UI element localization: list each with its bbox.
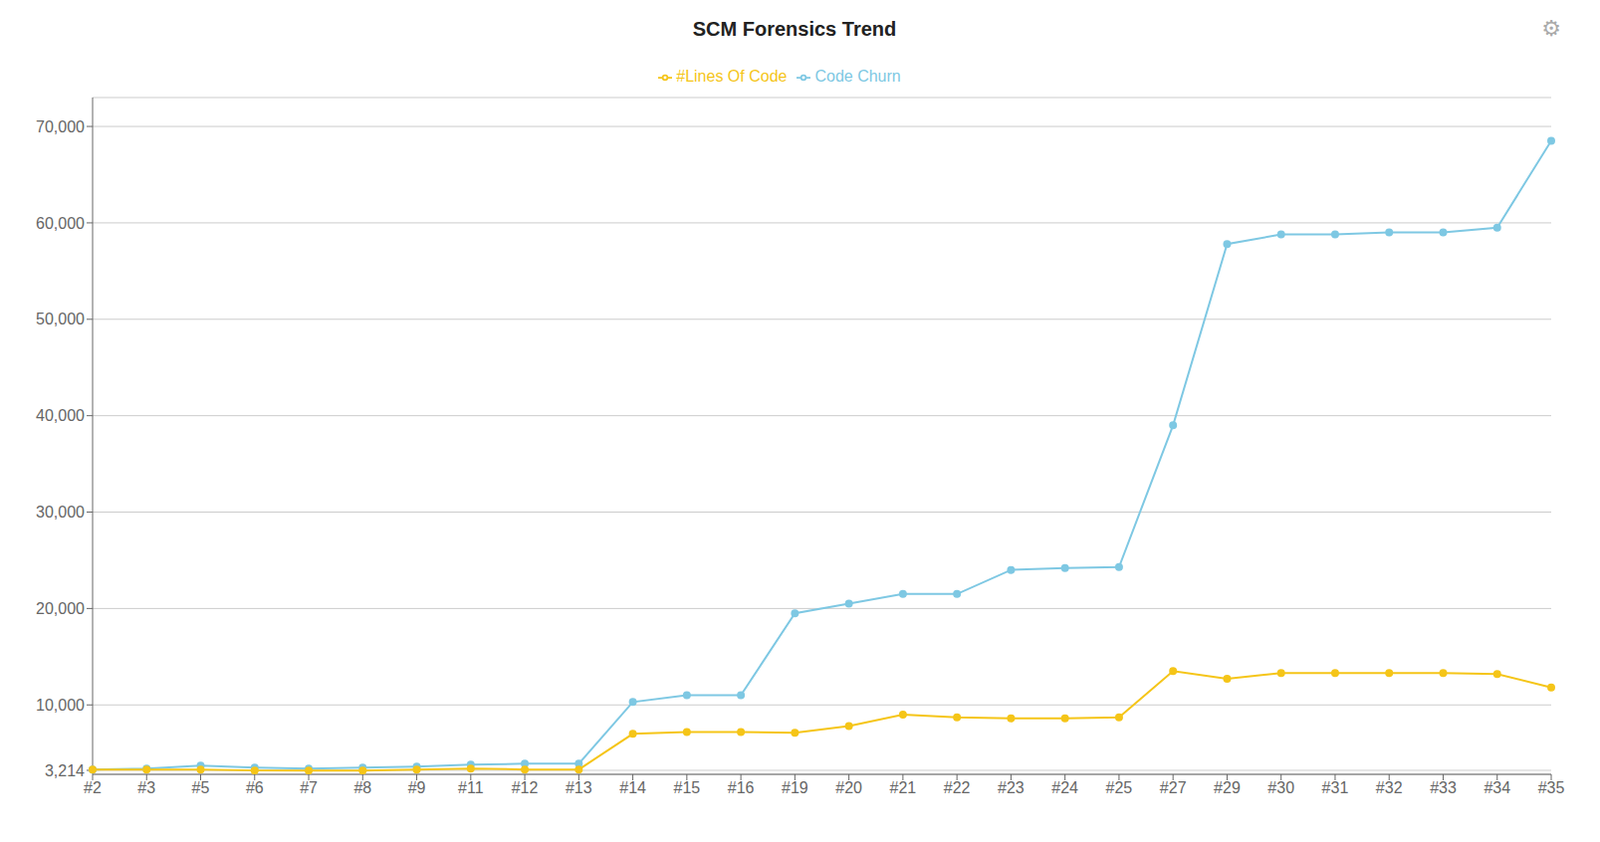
svg-text:#14: #14 — [619, 779, 647, 797]
svg-text:3,214: 3,214 — [44, 762, 85, 780]
svg-text:#24: #24 — [1051, 779, 1079, 797]
svg-text:#32: #32 — [1375, 779, 1403, 797]
svg-text:#35: #35 — [1538, 779, 1566, 797]
html-text:#Lines Of Code: #Lines Of Code — [676, 67, 788, 85]
svg-text:10,000: 10,000 — [35, 696, 85, 714]
svg-text:#9: #9 — [408, 779, 427, 797]
svg-text:70,000: 70,000 — [35, 118, 85, 136]
svg-text:#31: #31 — [1322, 779, 1350, 797]
svg-text:#8: #8 — [353, 779, 372, 797]
svg-text:#30: #30 — [1267, 779, 1295, 797]
svg-text:#11: #11 — [457, 779, 484, 797]
svg-text:#5: #5 — [192, 779, 211, 797]
svg-text:30,000: 30,000 — [35, 503, 85, 521]
svg-text:20,000: 20,000 — [35, 600, 85, 618]
svg-text:#29: #29 — [1213, 779, 1241, 797]
svg-text:#25: #25 — [1106, 779, 1134, 797]
svg-text:#2: #2 — [83, 779, 102, 797]
svg-text:#33: #33 — [1429, 779, 1457, 797]
svg-text:60,000: 60,000 — [35, 215, 85, 232]
svg-text:#27: #27 — [1159, 779, 1187, 797]
svg-text:#7: #7 — [299, 779, 318, 797]
svg-text:#6: #6 — [245, 779, 264, 797]
svg-text:#22: #22 — [943, 779, 971, 797]
svg-text:#3: #3 — [137, 779, 156, 797]
svg-text:#13: #13 — [565, 779, 593, 797]
svg-text:#20: #20 — [835, 779, 863, 797]
svg-text:#15: #15 — [674, 779, 701, 797]
html-text:Code Churn: Code Churn — [814, 67, 901, 85]
svg-text:#21: #21 — [890, 779, 917, 797]
svg-text:40,000: 40,000 — [35, 407, 85, 425]
svg-text:#19: #19 — [781, 779, 809, 797]
html-text:SCM Forensics Trend: SCM Forensics Trend — [692, 17, 897, 40]
svg-text:#34: #34 — [1483, 779, 1511, 797]
svg-text:#12: #12 — [511, 779, 539, 797]
svg-text:#16: #16 — [727, 779, 755, 797]
svg-text:50,000: 50,000 — [35, 310, 85, 328]
svg-text:#23: #23 — [997, 779, 1025, 797]
